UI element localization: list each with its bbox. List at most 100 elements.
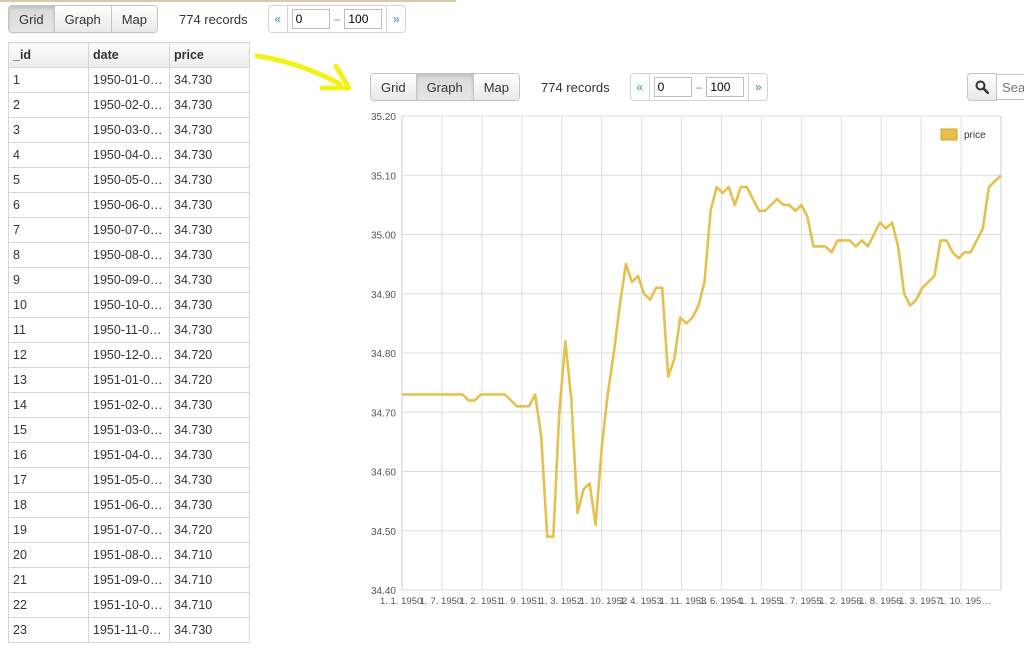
next-page-button-2[interactable]: »: [748, 74, 767, 100]
table-row[interactable]: 23 1951-11-0… 34.730: [8, 617, 250, 643]
cell-price: 34.730: [169, 117, 250, 143]
cell-id: 3: [8, 117, 89, 143]
cell-price: 34.730: [169, 267, 250, 293]
previous-page-button-2[interactable]: «: [631, 74, 650, 100]
cell-date: 1951-10-0…: [88, 592, 170, 618]
search-icon: [975, 80, 989, 94]
table-row[interactable]: 15 1951-03-0… 34.730: [8, 417, 250, 443]
x-tick-label: 1. 3. 1952: [540, 596, 582, 607]
cell-date: 1950-08-0…: [88, 242, 170, 268]
yellow-arrow-annotation: [254, 53, 352, 91]
cell-id: 7: [8, 217, 89, 243]
table-row[interactable]: 5 1950-05-0… 34.730: [8, 167, 250, 193]
left-toolbar: Grid Graph Map 774 records « – »: [8, 5, 407, 33]
x-tick-label: 1. 10. 195…: [939, 596, 991, 607]
table-row[interactable]: 3 1950-03-0… 34.730: [8, 117, 250, 143]
cell-id: 18: [8, 492, 89, 518]
table-row[interactable]: 16 1951-04-0… 34.730: [8, 442, 250, 468]
range-to-input[interactable]: [344, 9, 383, 29]
cell-date: 1950-05-0…: [88, 167, 170, 193]
cell-price: 34.710: [169, 542, 250, 568]
cell-price: 34.730: [169, 417, 250, 443]
range-from-input[interactable]: [291, 9, 330, 29]
x-tick-label: 1. 4. 1953: [620, 596, 662, 607]
cell-price: 34.710: [169, 567, 250, 593]
previous-page-button[interactable]: «: [269, 6, 288, 32]
table-row[interactable]: 21 1951-09-0… 34.710: [8, 567, 250, 593]
next-page-button[interactable]: »: [386, 6, 405, 32]
cell-id: 12: [8, 342, 89, 368]
search-input[interactable]: [997, 74, 1024, 100]
table-row[interactable]: 9 1950-09-0… 34.730: [8, 267, 250, 293]
grid-view-button-2[interactable]: Grid: [371, 74, 417, 100]
map-view-button-2[interactable]: Map: [473, 74, 519, 100]
cell-price: 34.720: [169, 342, 250, 368]
table-row[interactable]: 10 1950-10-0… 34.730: [8, 292, 250, 318]
record-count: 774 records: [179, 11, 248, 27]
cell-price: 34.730: [169, 467, 250, 493]
graph-toolbar: Grid Graph Map 774 records « – »: [370, 73, 769, 101]
column-header-date[interactable]: date: [88, 42, 170, 68]
table-row[interactable]: 6 1950-06-0… 34.730: [8, 192, 250, 218]
cell-date: 1951-05-0…: [88, 467, 170, 493]
search-button[interactable]: [967, 73, 997, 101]
cell-price: 34.730: [169, 442, 250, 468]
range-from-input-2[interactable]: [653, 77, 692, 97]
x-tick-label: 1. 7. 1955: [779, 596, 821, 607]
cell-id: 9: [8, 267, 89, 293]
cell-id: 23: [8, 617, 89, 643]
x-tick-label: 1. 6. 1954: [699, 596, 741, 607]
graph-view-button-2[interactable]: Graph: [416, 74, 474, 100]
column-header-price[interactable]: price: [169, 42, 250, 68]
cell-date: 1951-09-0…: [88, 567, 170, 593]
cell-price: 34.730: [169, 292, 250, 318]
y-tick-label: 35.10: [371, 171, 396, 182]
table-row[interactable]: 20 1951-08-0… 34.710: [8, 542, 250, 568]
grid-body: 1 1950-01-0… 34.730 2 1950-02-0… 34.730 3 1950-…: [8, 67, 250, 643]
cell-date: 1950-12-0…: [88, 342, 170, 368]
column-header-id[interactable]: _id: [8, 42, 89, 68]
search-box: [967, 73, 1024, 101]
table-row[interactable]: 12 1950-12-0… 34.720: [8, 342, 250, 368]
cell-price: 34.720: [169, 367, 250, 393]
cell-date: 1950-09-0…: [88, 267, 170, 293]
graph-view-button[interactable]: Graph: [54, 6, 112, 32]
x-tick-label: 1. 9. 1951: [500, 596, 542, 607]
y-tick-label: 34.50: [371, 527, 396, 538]
table-row[interactable]: 7 1950-07-0… 34.730: [8, 217, 250, 243]
cell-id: 16: [8, 442, 89, 468]
map-view-button[interactable]: Map: [111, 6, 157, 32]
x-tick-label: 1. 11. 1953: [660, 596, 707, 607]
x-tick-label: 1. 1. 1955: [739, 596, 781, 607]
top-accent-line: [0, 0, 456, 2]
range-to-input-2[interactable]: [706, 77, 745, 97]
table-row[interactable]: 13 1951-01-0… 34.720: [8, 367, 250, 393]
table-row[interactable]: 22 1951-10-0… 34.710: [8, 592, 250, 618]
table-row[interactable]: 1 1950-01-0… 34.730: [8, 67, 250, 93]
table-row[interactable]: 18 1951-06-0… 34.730: [8, 492, 250, 518]
table-row[interactable]: 19 1951-07-0… 34.720: [8, 517, 250, 543]
view-switcher: Grid Graph Map: [8, 5, 158, 33]
cell-id: 13: [8, 367, 89, 393]
grid-header-row: _id date price: [8, 42, 250, 68]
grid-view-button[interactable]: Grid: [9, 6, 55, 32]
cell-id: 21: [8, 567, 89, 593]
table-row[interactable]: 14 1951-02-0… 34.730: [8, 392, 250, 418]
y-tick-label: 34.40: [371, 586, 396, 597]
view-switcher-graph: Grid Graph Map: [370, 73, 520, 101]
x-tick-label: 1. 3. 1957: [899, 596, 941, 607]
cell-id: 8: [8, 242, 89, 268]
cell-date: 1950-06-0…: [88, 192, 170, 218]
cell-date: 1950-04-0…: [88, 142, 170, 168]
table-row[interactable]: 11 1950-11-0… 34.730: [8, 317, 250, 343]
table-row[interactable]: 4 1950-04-0… 34.730: [8, 142, 250, 168]
cell-date: 1950-03-0…: [88, 117, 170, 143]
cell-date: 1951-06-0…: [88, 492, 170, 518]
table-row[interactable]: 8 1950-08-0… 34.730: [8, 242, 250, 268]
cell-date: 1951-03-0…: [88, 417, 170, 443]
table-row[interactable]: 2 1950-02-0… 34.730: [8, 92, 250, 118]
legend-label-price: price: [964, 130, 986, 141]
pager-2: « – »: [629, 73, 769, 101]
table-row[interactable]: 17 1951-05-0… 34.730: [8, 467, 250, 493]
y-tick-label: 35.20: [371, 112, 396, 123]
